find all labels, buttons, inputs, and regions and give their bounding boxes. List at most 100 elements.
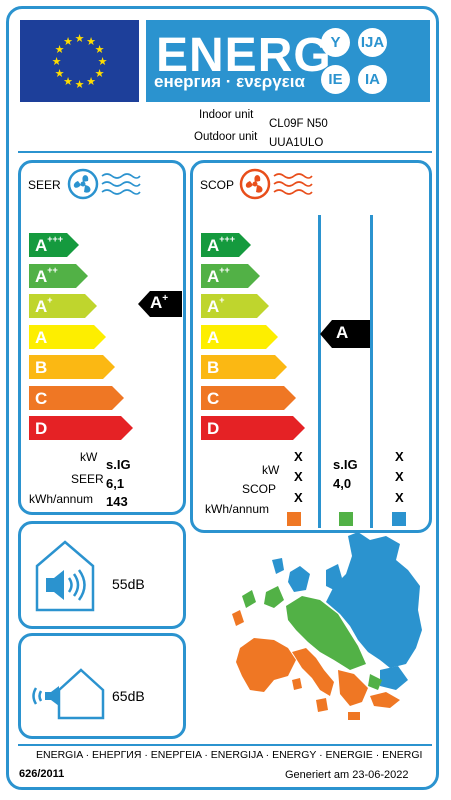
svg-text:★: ★ bbox=[63, 75, 73, 88]
seer-class-bar: A+ bbox=[29, 294, 97, 318]
class-bar-label: A+ bbox=[35, 295, 53, 316]
scop-col1-scop: X bbox=[294, 469, 303, 484]
class-bar-label: B bbox=[207, 358, 220, 377]
regulation-number: 626/2011 bbox=[19, 768, 65, 780]
indoor-noise-value: 55dB bbox=[112, 576, 145, 592]
generated-date: Generiert am 23-06-2022 bbox=[285, 769, 409, 781]
scop-kw-label: kW bbox=[262, 463, 280, 477]
class-bar-label: B bbox=[35, 358, 48, 377]
scop-col1-kw: X bbox=[294, 449, 303, 464]
seer-class-bar: A++ bbox=[29, 263, 88, 288]
climate-zone-cold-square bbox=[392, 512, 406, 526]
svg-text:★: ★ bbox=[86, 75, 96, 88]
svg-text:★: ★ bbox=[63, 35, 73, 48]
energy-header: ENERG енергия · ενεργεια Y IJA IE IA bbox=[146, 20, 430, 102]
seer-kwh-label: kWh/annum bbox=[29, 492, 94, 506]
scop-class-bar: A bbox=[201, 324, 278, 349]
class-bar-label: C bbox=[207, 388, 220, 408]
seer-kwh-value: 143 bbox=[106, 494, 128, 509]
svg-text:★: ★ bbox=[95, 67, 105, 80]
svg-text:★: ★ bbox=[98, 55, 108, 68]
scop-class-bar: A+++ bbox=[201, 233, 251, 257]
seer-value: 6,1 bbox=[106, 476, 125, 491]
energy-subtitle: енергия · ενεργεια bbox=[154, 72, 305, 91]
europe-climate-map bbox=[232, 532, 422, 720]
scop-column-divider-2 bbox=[370, 215, 373, 528]
scop-indicator-letter: A bbox=[336, 323, 349, 342]
outdoor-unit-value: UUA1ULO bbox=[269, 137, 324, 149]
scop-col3-kw: X bbox=[395, 449, 404, 464]
outdoor-speaker-house-icon bbox=[32, 668, 105, 720]
scop-class-bar: A++ bbox=[201, 263, 260, 288]
seer-class-bar: B bbox=[29, 355, 115, 379]
energy-label-frame bbox=[6, 6, 439, 790]
indoor-noise-panel: 55dB bbox=[18, 521, 186, 629]
indoor-unit-label: Indoor unit bbox=[199, 109, 254, 121]
svg-text:★: ★ bbox=[55, 67, 65, 80]
outdoor-noise-value: 65dB bbox=[112, 688, 145, 704]
map-cold-zone bbox=[326, 532, 422, 668]
lang-badge-y: Y bbox=[321, 28, 350, 57]
class-bar-label: A++ bbox=[35, 264, 58, 286]
svg-text:★: ★ bbox=[95, 43, 105, 56]
class-bar-label: D bbox=[35, 419, 48, 438]
climate-zone-average-square bbox=[339, 512, 353, 526]
seer-kw-value: s.IG bbox=[106, 457, 131, 472]
class-bar-label: A+++ bbox=[35, 234, 64, 255]
scop-class-indicator: A bbox=[320, 320, 370, 348]
heating-fan-icon bbox=[239, 168, 313, 200]
scop-col3-scop: X bbox=[395, 469, 404, 484]
seer-kw-label: kW bbox=[80, 450, 98, 464]
scop-class-bar: A+ bbox=[201, 294, 269, 318]
class-bar-label: A bbox=[35, 327, 48, 347]
class-bar-label: A+ bbox=[207, 295, 225, 316]
energy-word: ENERG bbox=[156, 29, 332, 82]
class-bar-label: A bbox=[207, 327, 220, 347]
svg-text:★: ★ bbox=[55, 43, 65, 56]
scop-panel: SCOP A+++ A++ A+ A B C D A kW SCOP kWh/annum X… bbox=[190, 160, 432, 533]
seer-class-indicator: A+ bbox=[138, 291, 182, 317]
seer-class-bar: A bbox=[29, 324, 106, 349]
svg-text:★: ★ bbox=[52, 55, 62, 68]
indoor-unit-value: CL09F N50 bbox=[269, 118, 328, 130]
lang-badge-ia: IA bbox=[358, 65, 387, 94]
class-bar-label: A++ bbox=[207, 264, 230, 286]
scop-col1-kwh: X bbox=[294, 490, 303, 505]
seer-panel: SEER A+++ A++ A+ A B C D A+ kW s.IG SEER 6,1 k… bbox=[18, 160, 186, 515]
cooling-fan-icon bbox=[67, 168, 141, 200]
lang-badge-ie: IE bbox=[321, 65, 350, 94]
outdoor-unit-label: Outdoor unit bbox=[194, 131, 258, 143]
map-warm-zone bbox=[236, 638, 296, 692]
scop-class-bar: C bbox=[201, 385, 296, 410]
eu-stars-icon: ★ ★ ★ ★ ★ ★ ★ ★ ★ ★ ★ ★ bbox=[52, 32, 108, 91]
eu-flag: ★ ★ ★ ★ ★ ★ ★ ★ ★ ★ ★ ★ bbox=[20, 20, 139, 102]
lang-badge-ija: IJA bbox=[358, 28, 387, 57]
class-bar-label: A+++ bbox=[207, 234, 236, 255]
seer-title: SEER bbox=[28, 178, 61, 192]
class-bar-label: C bbox=[35, 388, 48, 408]
scop-label: SCOP bbox=[242, 482, 277, 496]
seer-class-bar: A+++ bbox=[29, 233, 79, 257]
divider-line bbox=[18, 151, 432, 153]
seer-label: SEER bbox=[71, 472, 104, 486]
seer-indicator-letter: A+ bbox=[150, 293, 169, 312]
seer-class-bar: D bbox=[29, 416, 133, 440]
climate-zone-warm-square bbox=[287, 512, 301, 526]
scop-title: SCOP bbox=[200, 178, 235, 192]
scop-kwh-label: kWh/annum bbox=[205, 502, 270, 516]
svg-text:★: ★ bbox=[75, 32, 85, 45]
outdoor-noise-panel: 65dB bbox=[18, 633, 186, 739]
scop-col2-scop: 4,0 bbox=[333, 476, 352, 491]
class-bar-label: D bbox=[207, 419, 220, 438]
scop-col2-kw: s.IG bbox=[333, 457, 358, 472]
seer-class-bar: C bbox=[29, 385, 124, 410]
scop-class-bar: B bbox=[201, 355, 287, 379]
map-average-zone bbox=[286, 596, 366, 670]
scop-col3-kwh: X bbox=[395, 490, 404, 505]
svg-text:★: ★ bbox=[75, 78, 85, 91]
footer-languages: ENERGIA · ЕНЕРГИЯ · ΕΝΕΡΓΕΙΑ · ENERGIJA … bbox=[36, 749, 423, 761]
indoor-speaker-house-icon bbox=[35, 540, 95, 612]
footer-divider bbox=[18, 744, 432, 746]
scop-column-divider-1 bbox=[318, 215, 321, 528]
svg-text:★: ★ bbox=[86, 35, 96, 48]
